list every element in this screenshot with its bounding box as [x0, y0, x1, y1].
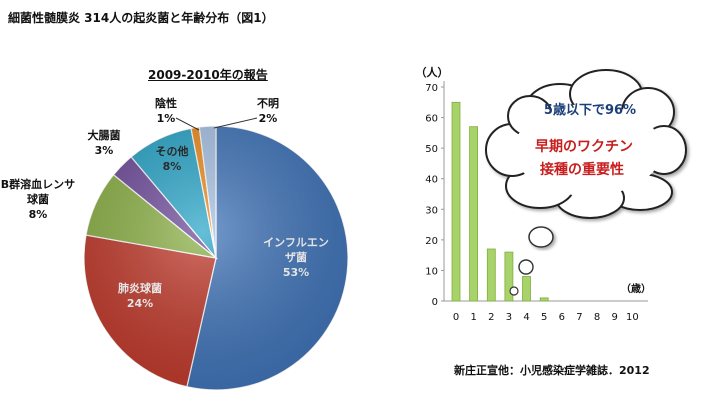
y-tick-label: 50 [425, 144, 438, 155]
x-tick-label: 4 [523, 312, 529, 323]
pie-slice-value: 3% [95, 144, 114, 157]
y-tick-label: 40 [425, 175, 438, 186]
pie-slice-label: 大腸菌 [88, 128, 121, 142]
thought-bubble-large [528, 226, 554, 248]
bar [522, 276, 531, 302]
pie-slice-label: 球菌 [27, 192, 49, 206]
x-tick-label: 10 [626, 312, 639, 323]
y-tick-label: 20 [425, 236, 438, 247]
x-tick-label: 3 [506, 312, 512, 323]
x-tick-label: 8 [594, 312, 600, 323]
bar [539, 297, 549, 302]
pie-slice-value: 53% [283, 266, 309, 279]
pie-slice-value: 8% [163, 160, 182, 173]
pie-slice-label: その他 [156, 144, 189, 158]
x-axis-label: （歳） [621, 282, 651, 295]
pie-chart-title: 2009-2010年の報告 [148, 68, 268, 82]
x-tick-label: 9 [612, 312, 618, 323]
cloud-body [514, 104, 662, 196]
pie-slice-label: 陰性 [155, 96, 177, 110]
x-tick-label: 5 [541, 312, 547, 323]
pie-slice-label: ザ菌 [285, 250, 307, 264]
pie-slice-label: 肺炎球菌 [118, 281, 162, 295]
x-tick-label: 0 [453, 312, 459, 323]
leader-line-unknown [213, 117, 258, 129]
bar [469, 126, 479, 302]
y-axis-label: （人） [416, 65, 449, 79]
y-tick-label: 60 [425, 114, 438, 125]
leader-line-negative [175, 117, 200, 131]
bar [451, 101, 461, 302]
y-tick-label: 10 [425, 266, 438, 277]
bar [504, 251, 514, 302]
y-tick-label: 30 [425, 205, 438, 216]
y-tick-label: 70 [425, 83, 438, 94]
pie-slice-value: 1% [157, 112, 176, 125]
x-tick-label: 2 [488, 312, 494, 323]
pie-slice-label: B群溶血レンサ [1, 177, 75, 191]
y-tick-label: 0 [432, 297, 438, 308]
source-citation: 新庄正宣他：小児感染症学雑誌．2012 [454, 364, 650, 377]
callout-line-3: 接種の重要性 [540, 161, 624, 178]
x-tick-label: 7 [576, 312, 582, 323]
pie-slice-value: 8% [29, 208, 48, 221]
callout-line-2: 早期のワクチン [535, 139, 633, 155]
thought-bubble-small [509, 286, 519, 296]
pie-slice-label: 不明 [257, 97, 279, 110]
callout-cloud [485, 69, 687, 219]
page-title: 細菌性髄膜炎 314人の起炎菌と年齢分布（図1） [8, 11, 274, 25]
callout-line-1: 5歳以下で96% [544, 102, 636, 118]
x-tick-label: 6 [559, 312, 565, 323]
pie-slice-label: インフルエン [263, 236, 329, 249]
x-tick-label: 1 [470, 312, 476, 323]
thought-bubble-medium [518, 259, 534, 275]
pie-slice-value: 24% [127, 297, 153, 310]
bar [486, 248, 496, 302]
pie-slice-value: 2% [259, 112, 278, 125]
